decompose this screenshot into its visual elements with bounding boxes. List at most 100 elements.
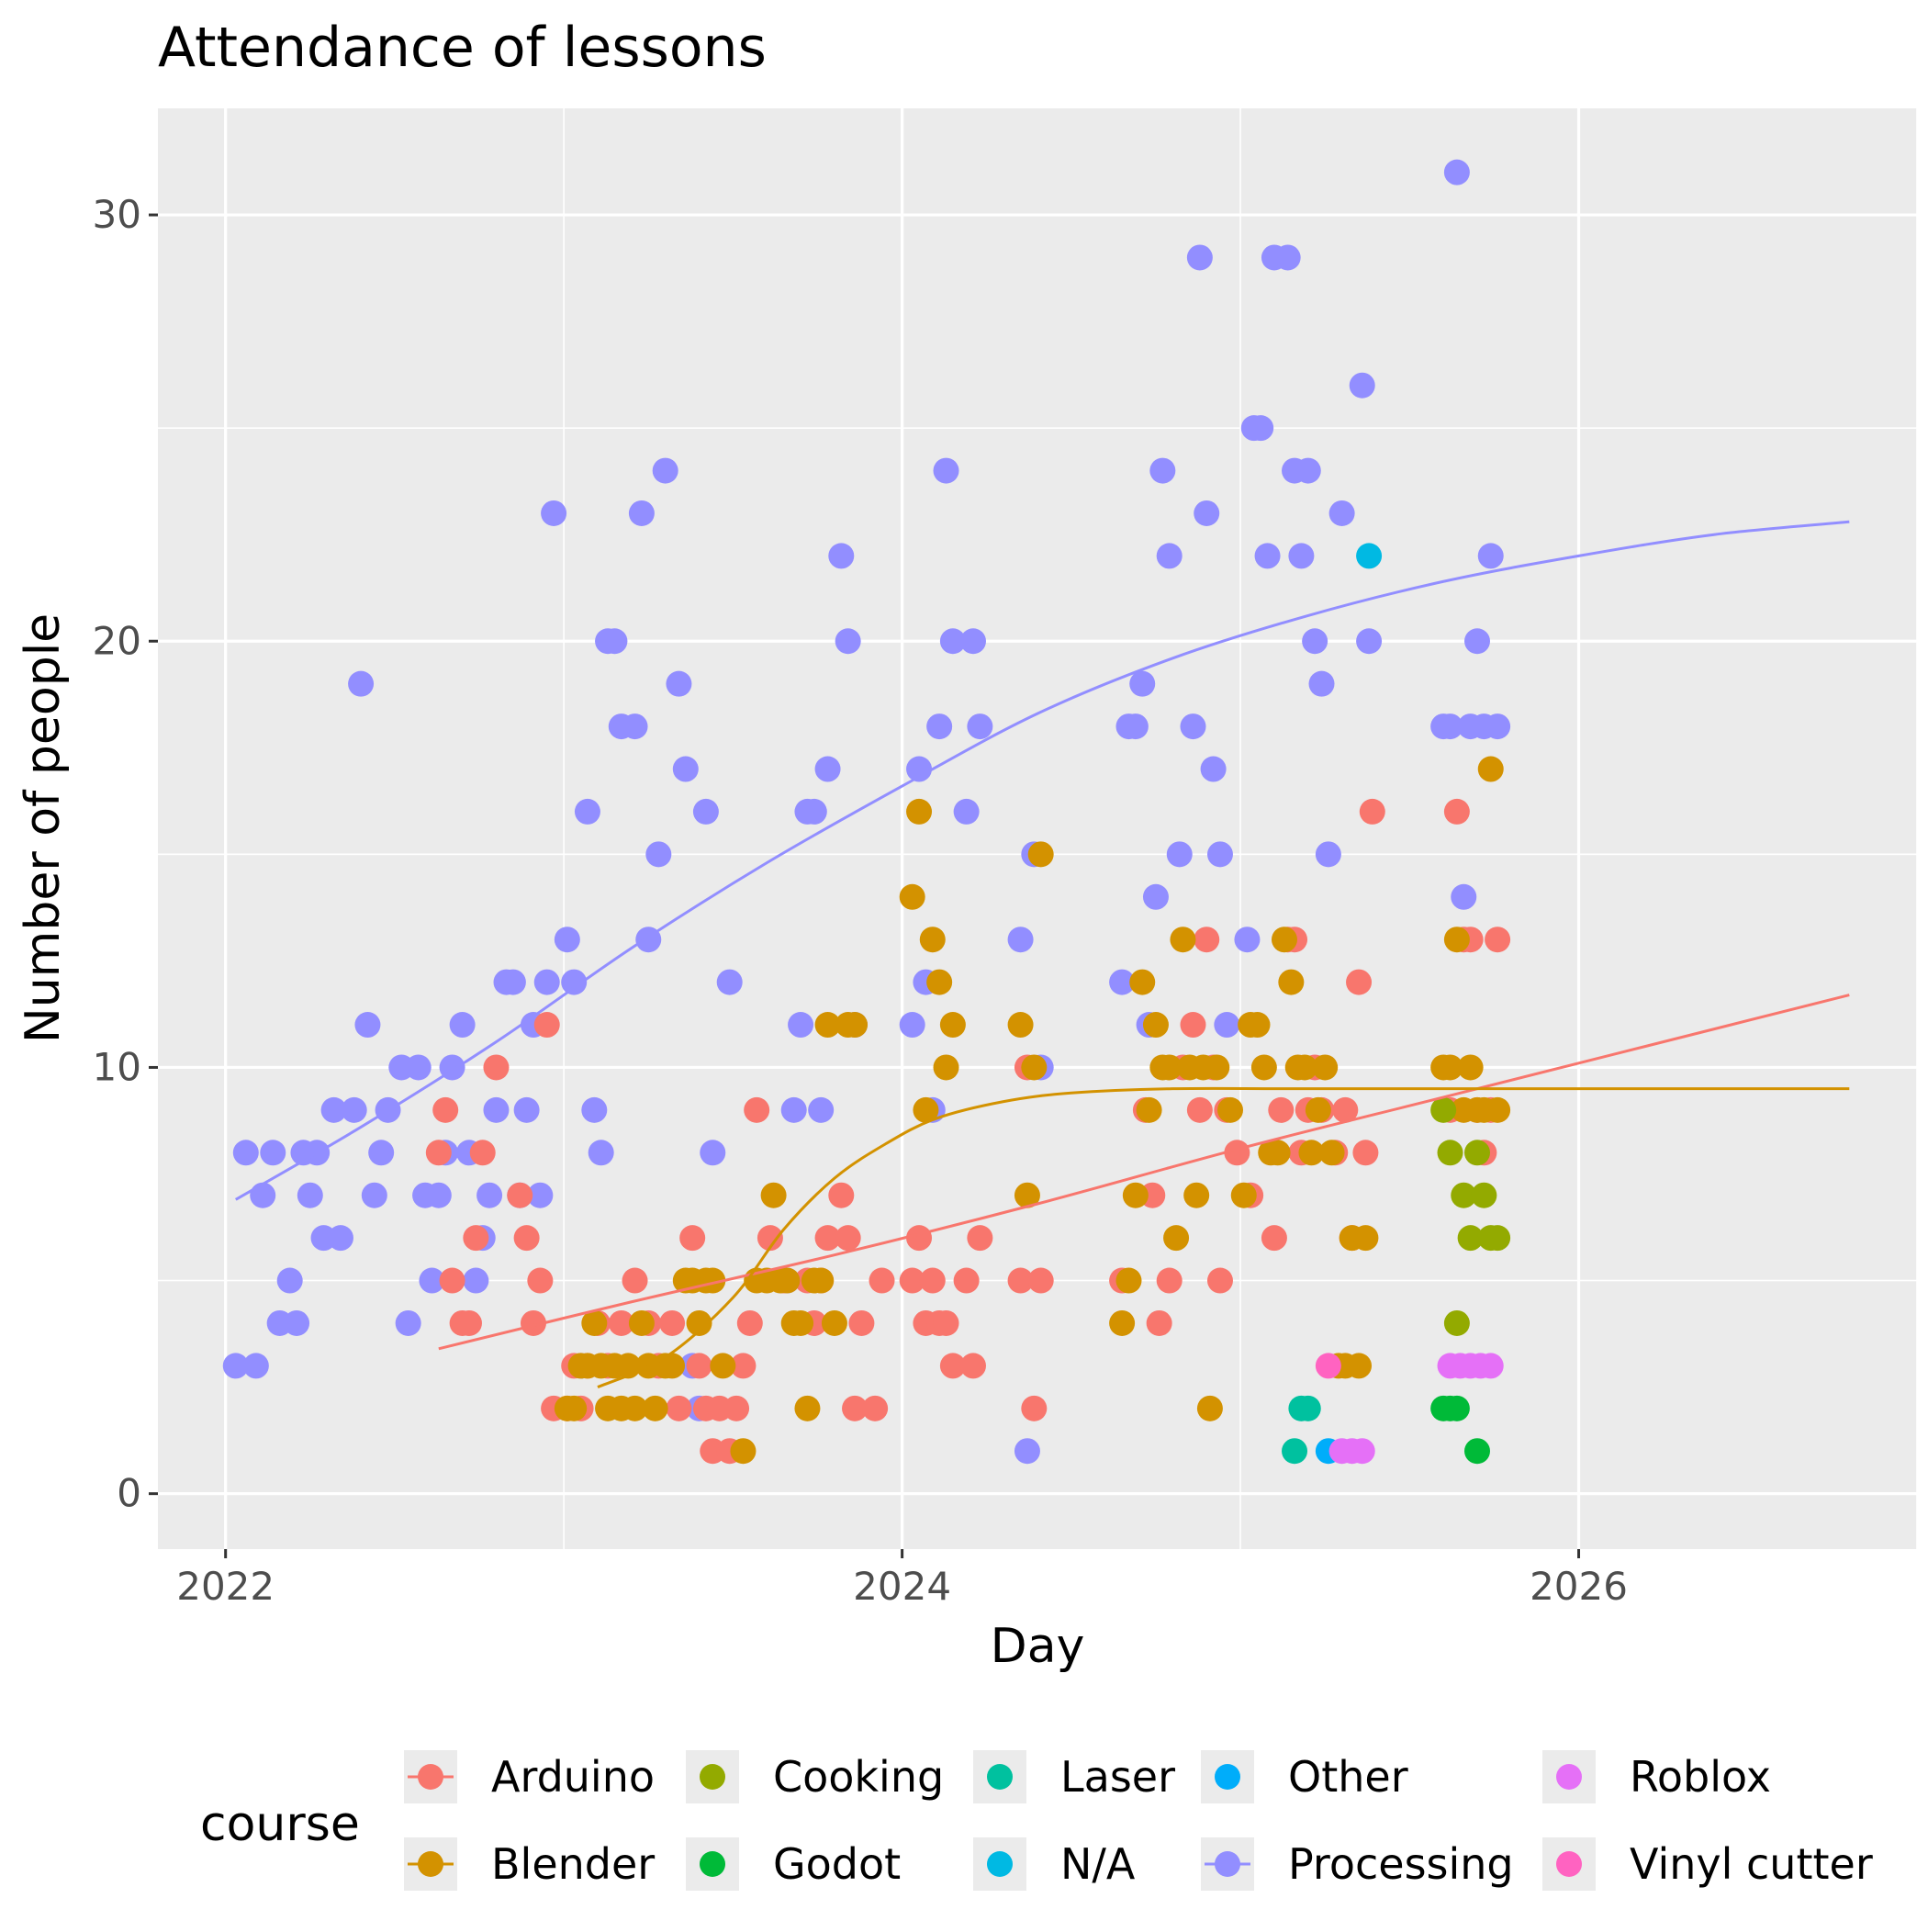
- data-point-arduino: [679, 1225, 706, 1252]
- data-point-arduino: [1186, 1096, 1213, 1123]
- data-point-blender: [700, 1267, 726, 1294]
- trend-line-processing: [234, 520, 1850, 1201]
- data-point-blender: [1346, 1353, 1373, 1379]
- data-point-blender: [821, 1309, 847, 1336]
- data-point-processing: [953, 798, 980, 825]
- legend-label: Roblox: [1630, 1752, 1771, 1802]
- data-point-processing: [652, 457, 678, 484]
- data-point-arduino: [1206, 1267, 1233, 1294]
- data-point-processing: [368, 1140, 395, 1166]
- legend-label: Vinyl cutter: [1630, 1839, 1873, 1889]
- data-point-cooking: [1485, 1225, 1511, 1252]
- legend-items: Arduino Blender Cooking Godot Laser N/A Other P…: [404, 1750, 1873, 1891]
- data-point-arduino: [848, 1309, 875, 1336]
- data-point-blender: [794, 1395, 821, 1421]
- data-point-blender: [686, 1309, 712, 1336]
- legend-label: Blender: [491, 1839, 655, 1889]
- data-point-arduino: [608, 1309, 634, 1336]
- data-point-processing: [405, 1054, 432, 1081]
- data-point-processing: [672, 756, 699, 782]
- data-point-processing: [1014, 1438, 1040, 1465]
- data-point-arduino: [520, 1309, 546, 1336]
- data-point-blender: [1183, 1182, 1210, 1208]
- data-point-laser: [1282, 1438, 1308, 1465]
- legend-key-point: [987, 1764, 1013, 1790]
- data-point-arduino: [1352, 1140, 1379, 1166]
- data-point-blender: [1156, 1054, 1183, 1081]
- data-point-blender: [642, 1395, 668, 1421]
- data-point-arduino: [1027, 1267, 1054, 1294]
- data-point-blender: [1204, 1054, 1230, 1081]
- major-gridlines: [158, 108, 1917, 1549]
- data-point-blender: [581, 1309, 608, 1336]
- data-point-arduino: [659, 1309, 686, 1336]
- data-point-blender: [1264, 1140, 1291, 1166]
- data-point-blender: [1244, 1012, 1271, 1039]
- data-point-blender: [1437, 1054, 1463, 1081]
- data-point-processing: [906, 756, 933, 782]
- data-point-blender: [1292, 1054, 1318, 1081]
- x-tick-label: 2024: [853, 1564, 951, 1609]
- data-point-blender: [913, 1096, 939, 1123]
- legend-item-arduino: Arduino: [404, 1750, 655, 1803]
- data-point-processing: [541, 500, 567, 526]
- data-point-processing: [601, 628, 628, 655]
- data-point-processing: [1180, 713, 1206, 740]
- series-laser: [1282, 1395, 1321, 1465]
- data-point-arduino: [730, 1353, 757, 1379]
- data-point-processing: [780, 1096, 807, 1123]
- data-point-blender: [933, 1054, 959, 1081]
- legend-key-point: [1556, 1764, 1582, 1790]
- data-point-blender: [774, 1267, 801, 1294]
- data-point-processing: [276, 1267, 303, 1294]
- data-point-processing: [1248, 415, 1274, 442]
- data-point-arduino: [533, 1012, 560, 1039]
- x-tick-label: 2022: [176, 1564, 275, 1609]
- data-point-processing: [1464, 628, 1490, 655]
- data-point-processing: [1186, 244, 1213, 271]
- data-point-processing: [232, 1140, 259, 1166]
- data-point-processing: [1156, 543, 1183, 569]
- data-point-blender: [1027, 841, 1054, 868]
- data-point-arduino: [814, 1225, 841, 1252]
- series-roblox: [1328, 1353, 1504, 1465]
- data-point-processing: [1122, 713, 1149, 740]
- data-point-processing: [341, 1096, 367, 1123]
- data-point-arduino: [1359, 798, 1385, 825]
- data-point-processing: [1109, 969, 1136, 995]
- data-point-processing: [788, 1012, 814, 1039]
- y-tick-label: 30: [93, 192, 141, 237]
- legend: course Arduino Blender Cooking Godot Laser N/…: [200, 1750, 1873, 1891]
- data-point-arduino: [666, 1395, 692, 1421]
- legend-key-point: [418, 1764, 443, 1790]
- data-point-cooking: [1430, 1096, 1457, 1123]
- data-point-blender: [1136, 1096, 1162, 1123]
- data-point-processing: [1437, 713, 1463, 740]
- legend-key-point: [1215, 1851, 1240, 1877]
- data-points: [222, 159, 1511, 1465]
- data-point-processing: [828, 543, 855, 569]
- data-point-processing: [645, 841, 672, 868]
- data-point-blender: [926, 969, 953, 995]
- data-point-blender: [1485, 1096, 1511, 1123]
- legend-item-processing: Processing: [1201, 1837, 1514, 1891]
- data-point-processing: [260, 1140, 286, 1166]
- series-godot: [1430, 1395, 1490, 1465]
- data-point-blender: [899, 883, 925, 910]
- data-point-processing: [1356, 628, 1383, 655]
- data-point-processing: [899, 1012, 925, 1039]
- data-point-blender: [1250, 1054, 1277, 1081]
- data-point-arduino: [1261, 1225, 1287, 1252]
- legend-title: course: [200, 1797, 360, 1852]
- data-point-processing: [242, 1353, 269, 1379]
- data-point-processing: [476, 1182, 503, 1208]
- series-blender: [554, 756, 1511, 1465]
- data-point-blender: [1298, 1140, 1325, 1166]
- legend-item-roblox: Roblox: [1542, 1750, 1771, 1803]
- data-point-blender: [814, 1012, 841, 1039]
- data-point-arduino: [967, 1225, 993, 1252]
- data-point-processing: [449, 1012, 476, 1039]
- data-point-arduino: [483, 1054, 510, 1081]
- data-point-blender: [1163, 1225, 1190, 1252]
